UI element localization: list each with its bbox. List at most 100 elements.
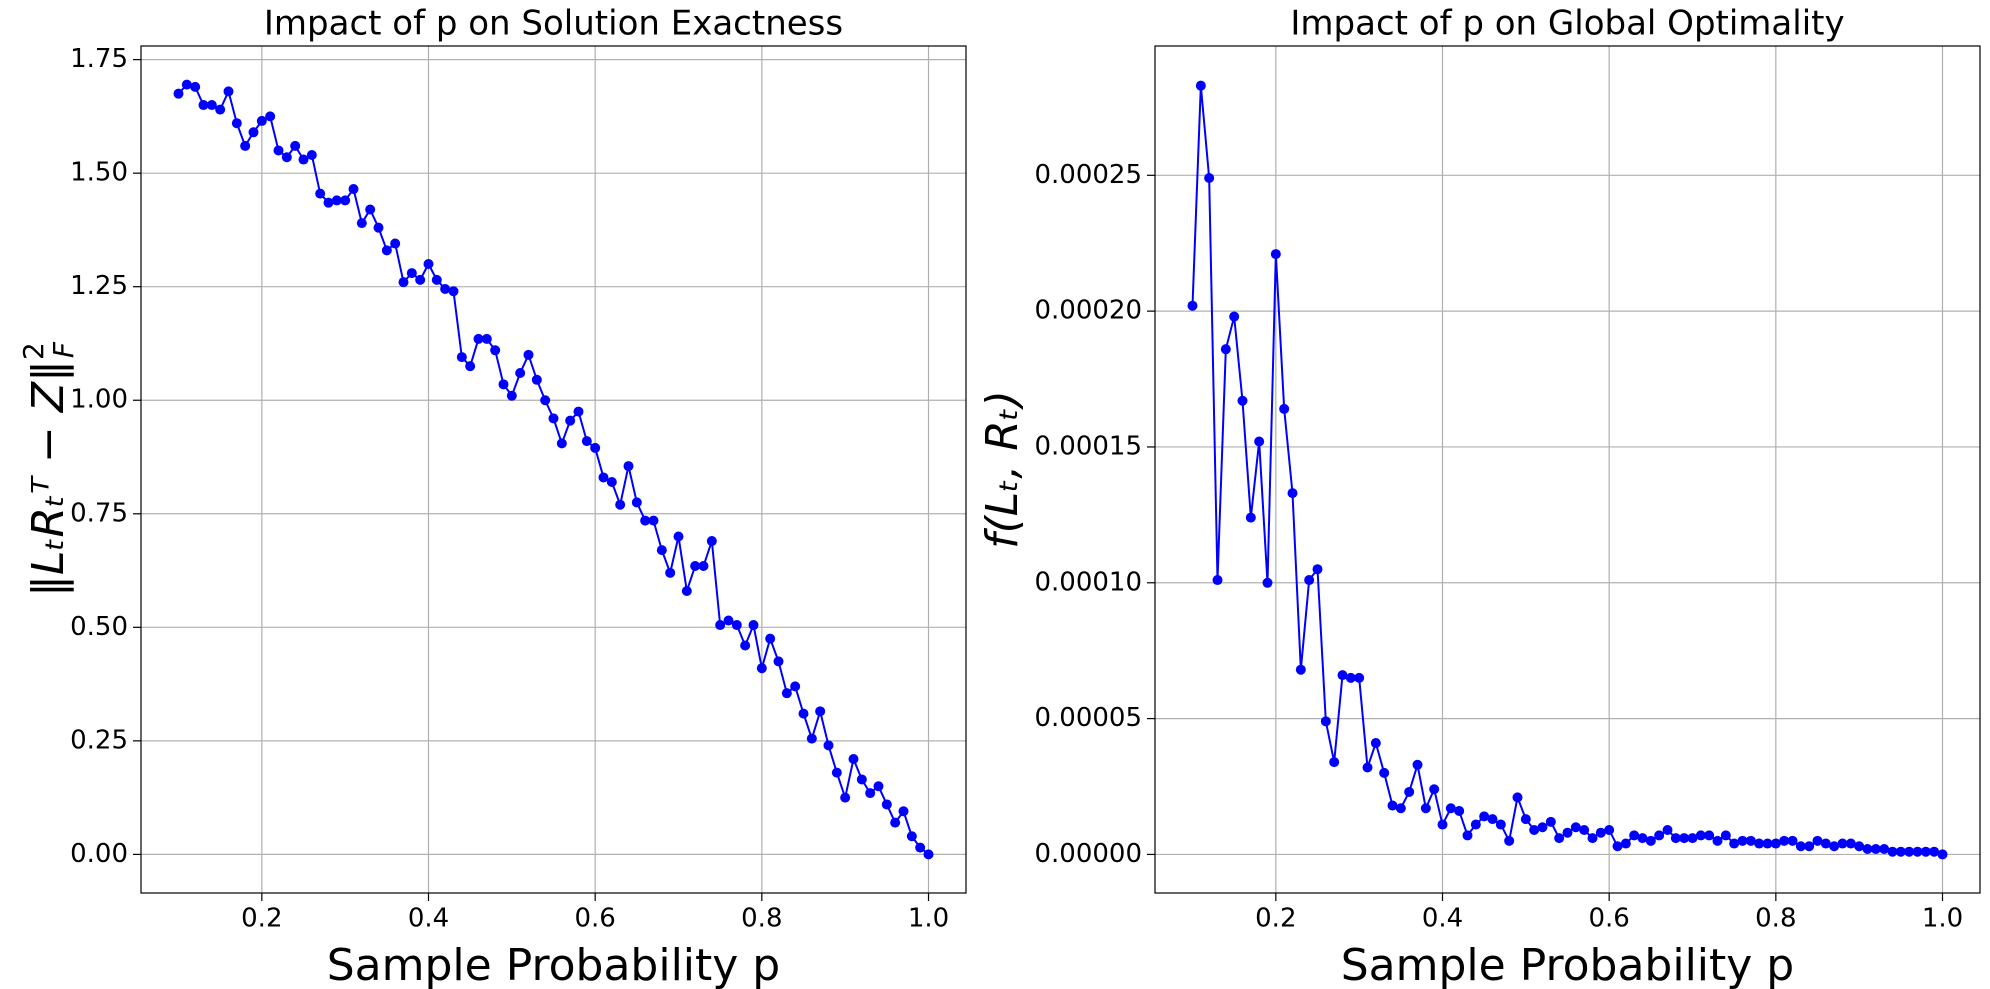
y-axis-label: ‖LₜRₜᵀ − Z‖2F [17, 341, 80, 597]
data-point [798, 708, 809, 719]
x-tick-label: 1.0 [908, 904, 949, 934]
data-point [448, 286, 459, 297]
data-point [1645, 835, 1656, 846]
data-point [823, 740, 834, 751]
data-point [256, 115, 267, 126]
data-point [1554, 833, 1565, 844]
data-point [1587, 833, 1598, 844]
data-point [848, 754, 859, 765]
data-point [1470, 819, 1481, 830]
data-point [481, 333, 492, 344]
data-point [573, 406, 584, 417]
data-point [181, 79, 192, 90]
data-point [290, 140, 301, 151]
data-point [1920, 846, 1931, 857]
data-point [1595, 827, 1606, 838]
data-point [1212, 575, 1223, 586]
data-point [698, 561, 709, 572]
data-point [690, 561, 701, 572]
data-point [1762, 838, 1773, 849]
x-tick-label: 0.4 [408, 904, 449, 934]
data-point [1345, 672, 1356, 683]
data-point [648, 515, 659, 526]
data-point [1620, 838, 1631, 849]
data-point [190, 81, 201, 92]
data-point [881, 799, 892, 810]
x-tick-label: 1.0 [1922, 904, 1963, 934]
data-point [465, 361, 476, 372]
data-point [1537, 822, 1548, 833]
data-point [1287, 488, 1298, 499]
data-point [748, 620, 759, 631]
data-point [1629, 830, 1640, 841]
x-axis-label: Sample Probability p [327, 940, 780, 989]
data-point [640, 515, 651, 526]
data-point [248, 127, 259, 138]
data-point [1904, 846, 1915, 857]
data-point [1462, 830, 1473, 841]
data-point [1579, 824, 1590, 835]
data-point [298, 154, 309, 165]
y-tick-label: 0.00015 [1034, 431, 1142, 461]
data-point [831, 767, 842, 778]
data-point [1404, 786, 1415, 797]
data-point [590, 442, 601, 453]
y-tick-label: 1.25 [70, 271, 128, 301]
y-tick-label: 0.50 [70, 612, 128, 642]
data-point [815, 706, 826, 717]
data-point [1512, 792, 1523, 803]
data-point [531, 374, 542, 385]
data-point [1679, 833, 1690, 844]
data-point [1862, 843, 1873, 854]
data-point [365, 204, 376, 215]
data-point [1237, 395, 1248, 406]
data-point [706, 536, 717, 547]
data-point [515, 367, 526, 378]
y-axis-label-main: ‖LₜRₜᵀ − Z‖ [23, 360, 74, 597]
data-point [1279, 403, 1290, 414]
data-point [765, 633, 776, 644]
data-point [673, 531, 684, 542]
y-tick-label: 1.00 [70, 385, 128, 415]
data-point [1895, 846, 1906, 857]
y-axis-label-sup: 2 [17, 342, 50, 360]
data-point [873, 781, 884, 792]
data-point [1887, 846, 1898, 857]
x-tick-label: 0.6 [1588, 904, 1629, 934]
data-point [398, 277, 409, 288]
data-point [1520, 814, 1531, 825]
data-point [598, 472, 609, 483]
x-tick-label: 0.8 [741, 904, 782, 934]
data-point [1870, 843, 1881, 854]
data-point [898, 806, 909, 817]
y-tick-label: 0.00 [70, 839, 128, 869]
y-tick-label: 0.25 [70, 725, 128, 755]
data-point [581, 436, 592, 447]
data-point [498, 379, 509, 390]
data-point [431, 274, 442, 285]
data-point [656, 545, 667, 556]
y-axis-label: f(Lₜ, Rₜ) [977, 390, 1028, 549]
data-point [631, 497, 642, 508]
chart-title: Impact of p on Global Optimality [1290, 4, 1844, 44]
y-tick-label: 0.75 [70, 498, 128, 528]
subplot: 0.2 0.4 0.6 0.8 1.0 0.00000 0.00005 0.00010 0.00… [977, 4, 1981, 989]
data-point [240, 140, 251, 151]
data-point [1479, 811, 1490, 822]
chart-title: Impact of p on Solution Exactness [264, 4, 843, 44]
data-point [1370, 738, 1381, 749]
data-point [865, 788, 876, 799]
data-point [1437, 819, 1448, 830]
data-point [223, 86, 234, 97]
data-point [348, 184, 359, 195]
data-point [681, 585, 692, 596]
data-point [1662, 824, 1673, 835]
data-point [1495, 819, 1506, 830]
data-point [1570, 822, 1581, 833]
data-point [565, 415, 576, 426]
data-point [1770, 838, 1781, 849]
data-point [1687, 833, 1698, 844]
data-point [1229, 311, 1240, 322]
data-point [273, 145, 284, 156]
